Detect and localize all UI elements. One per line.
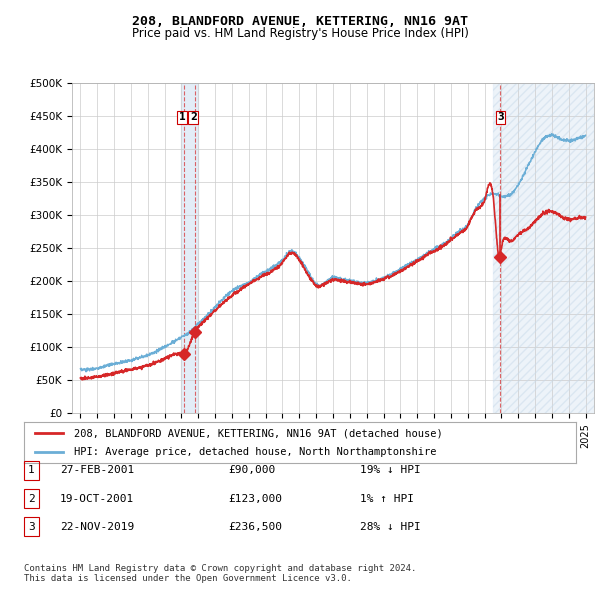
Text: HPI: Average price, detached house, North Northamptonshire: HPI: Average price, detached house, Nort… — [74, 447, 436, 457]
Text: £123,000: £123,000 — [228, 494, 282, 503]
Text: Contains HM Land Registry data © Crown copyright and database right 2024.
This d: Contains HM Land Registry data © Crown c… — [24, 563, 416, 583]
Text: 2: 2 — [190, 112, 197, 122]
Text: 2: 2 — [28, 494, 35, 503]
Text: 19% ↓ HPI: 19% ↓ HPI — [360, 466, 421, 475]
Text: 1% ↑ HPI: 1% ↑ HPI — [360, 494, 414, 503]
Text: 3: 3 — [497, 112, 504, 122]
Text: 208, BLANDFORD AVENUE, KETTERING, NN16 9AT (detached house): 208, BLANDFORD AVENUE, KETTERING, NN16 9… — [74, 428, 442, 438]
Text: 28% ↓ HPI: 28% ↓ HPI — [360, 522, 421, 532]
Bar — [493, 83, 594, 413]
Text: 3: 3 — [28, 522, 35, 532]
Text: 1: 1 — [28, 466, 35, 475]
Text: £90,000: £90,000 — [228, 466, 275, 475]
Text: 27-FEB-2001: 27-FEB-2001 — [60, 466, 134, 475]
Text: £236,500: £236,500 — [228, 522, 282, 532]
Text: 19-OCT-2001: 19-OCT-2001 — [60, 494, 134, 503]
Bar — [493, 83, 594, 413]
Text: Price paid vs. HM Land Registry's House Price Index (HPI): Price paid vs. HM Land Registry's House … — [131, 27, 469, 40]
Text: 22-NOV-2019: 22-NOV-2019 — [60, 522, 134, 532]
Bar — [181, 83, 198, 413]
Text: 1: 1 — [179, 112, 185, 122]
Text: 208, BLANDFORD AVENUE, KETTERING, NN16 9AT: 208, BLANDFORD AVENUE, KETTERING, NN16 9… — [132, 15, 468, 28]
